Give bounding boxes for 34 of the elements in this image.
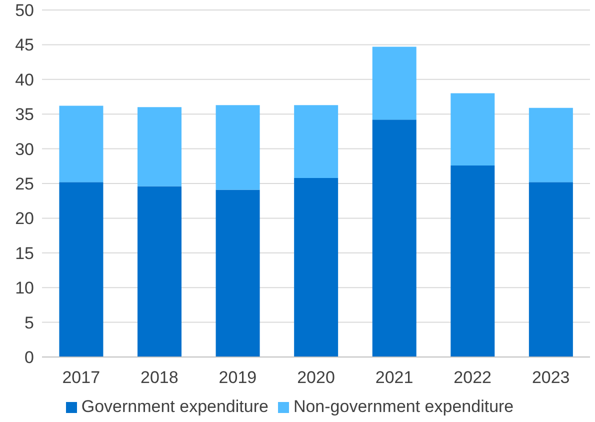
y-tick-label: 5 <box>24 313 34 332</box>
legend-label: Government expenditure <box>81 397 268 416</box>
x-tick-label: 2021 <box>375 368 414 388</box>
y-tick-label: 35 <box>15 105 34 124</box>
y-tick-label: 10 <box>15 278 34 298</box>
x-tick-label: 2023 <box>532 368 570 388</box>
legend-label: Non-government expenditure <box>293 397 514 416</box>
y-tick-label: 0 <box>24 348 34 368</box>
bar <box>528 182 573 357</box>
y-tick-label: 20 <box>15 209 34 228</box>
bar <box>450 93 495 166</box>
x-tick-label: 2020 <box>297 368 335 388</box>
x-tick-label: 2019 <box>218 368 257 388</box>
bar <box>216 190 260 357</box>
y-tick-label: 30 <box>15 140 34 159</box>
bar <box>450 165 495 357</box>
bar <box>138 186 182 357</box>
bar <box>216 105 260 190</box>
bar <box>59 106 104 182</box>
bar <box>528 108 573 182</box>
bar <box>138 107 182 186</box>
y-tick-label: 40 <box>15 70 34 90</box>
y-tick-label: 25 <box>15 174 34 194</box>
y-tick-label: 45 <box>15 36 34 55</box>
bar <box>59 182 104 357</box>
y-tick-label: 15 <box>15 244 34 263</box>
y-tick-label: 50 <box>15 1 34 20</box>
bar <box>372 120 416 357</box>
x-tick-label: 2018 <box>140 368 178 388</box>
bar <box>294 105 338 178</box>
x-tick-label: 2022 <box>454 368 492 388</box>
bar <box>372 46 416 120</box>
x-tick-label: 2017 <box>62 368 100 388</box>
bar <box>294 178 338 357</box>
